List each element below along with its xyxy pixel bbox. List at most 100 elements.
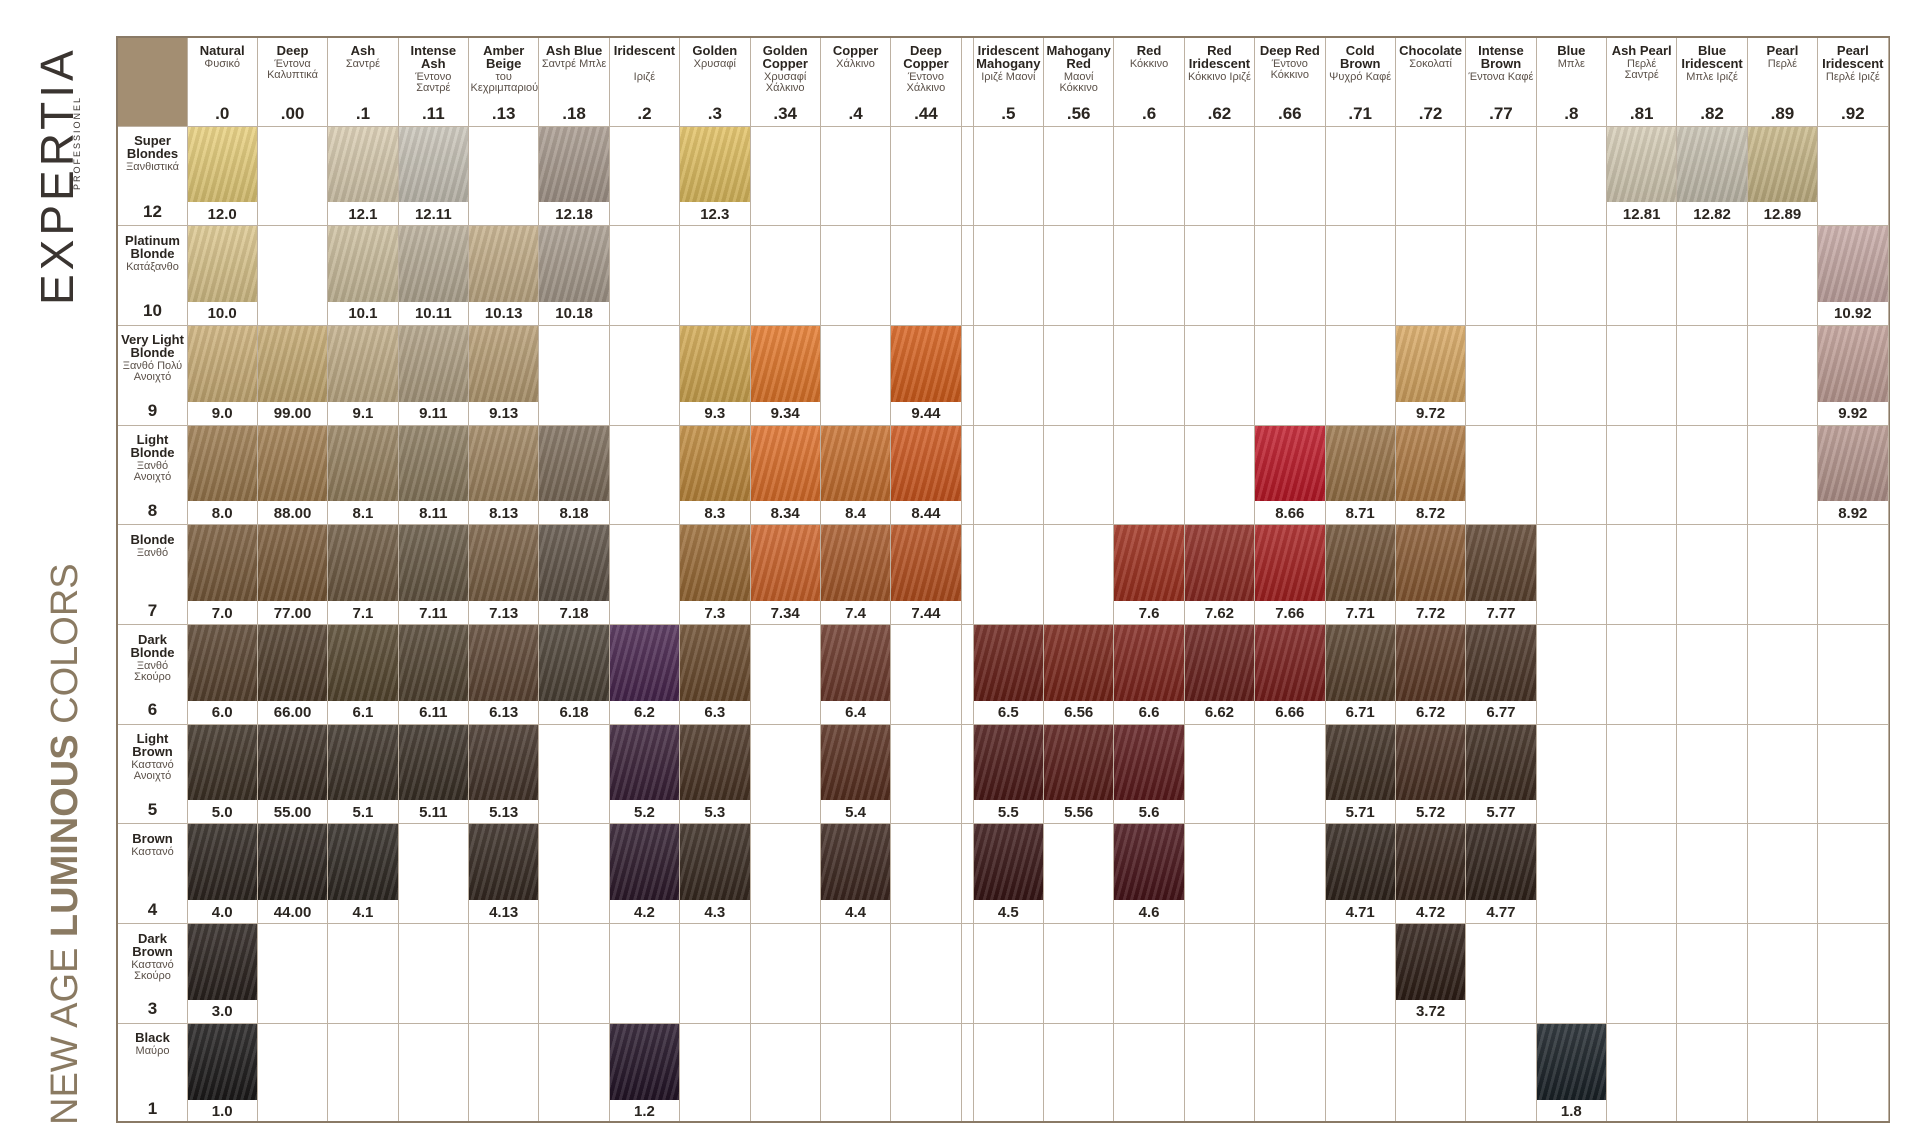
column-code: .1: [355, 104, 371, 123]
grid-line: [1324, 38, 1326, 1121]
shade-code: 10.0: [207, 305, 237, 323]
swatch: [469, 325, 539, 402]
brand-sub: PROFESSIONEL: [72, 95, 82, 190]
swatch: [1114, 724, 1184, 801]
shade-code: 77.00: [273, 604, 312, 622]
row-level: 9: [147, 401, 158, 421]
swatch: [1395, 924, 1466, 1000]
shade-code: 12.81: [1622, 205, 1661, 223]
column-name: Blue Iridescent: [1681, 43, 1743, 71]
shade-code: 12.18: [555, 205, 593, 223]
row-level: 3: [147, 999, 158, 1019]
row-name: Dark Blonde: [130, 631, 175, 660]
shade-code: 10.1: [348, 305, 378, 323]
grid-line: [118, 923, 1888, 925]
column-greek: Σαντρέ: [345, 58, 381, 70]
shade-code: 6.0: [211, 704, 233, 722]
column-greek: Χάλκινο: [836, 58, 875, 70]
swatch: [891, 325, 961, 402]
row-level: 7: [147, 600, 158, 620]
swatch: [1395, 425, 1466, 502]
column-code: .18: [562, 104, 586, 123]
grid-line: [186, 38, 188, 1121]
column-greek: Έντονα Καλυπτικά: [267, 58, 319, 81]
swatch: [187, 625, 257, 701]
row-greek: Μαύρο: [135, 1045, 170, 1058]
shade-code: 7.0: [211, 604, 233, 622]
shade-code: 12.11: [414, 205, 452, 223]
column-greek: Έντονο Κόκκινο: [1270, 58, 1309, 81]
shade-code: 5.13: [489, 803, 519, 821]
swatch: [1747, 126, 1818, 203]
shade-code: 9.92: [1838, 405, 1868, 423]
shade-code: 6.71: [1345, 704, 1375, 722]
row-name: Light Blonde: [130, 432, 175, 461]
column-name: Pearl: [1766, 43, 1799, 58]
shade-code: 6.77: [1486, 704, 1516, 722]
swatch: [680, 325, 750, 402]
swatch: [1466, 724, 1536, 801]
grid-line: [118, 125, 1888, 127]
grid-line: [397, 38, 399, 1121]
swatch: [820, 625, 891, 701]
swatch: [1255, 625, 1325, 701]
shade-code: 4.5: [997, 903, 1019, 921]
grid-line: [118, 1022, 1888, 1024]
swatch: [1818, 325, 1888, 402]
column-greek: Ψυχρό Καφέ: [1329, 71, 1392, 83]
grid-line: [1535, 38, 1537, 1121]
column-code: .82: [1700, 104, 1724, 123]
column-code: .89: [1770, 104, 1795, 123]
swatch: [328, 625, 398, 701]
shade-code: 4.77: [1486, 903, 1516, 921]
swatch: [1114, 525, 1184, 602]
shade-code: 12.3: [700, 205, 730, 223]
shade-code: 4.1: [352, 903, 374, 921]
column-greek: Κόκκινο: [1129, 58, 1169, 70]
shade-code: 4.6: [1138, 903, 1160, 921]
grid-line: [1465, 38, 1467, 1121]
column-code: .2: [637, 104, 652, 123]
column-name: Ash Pearl: [1611, 43, 1672, 58]
shade-code: 8.72: [1415, 504, 1446, 522]
column-greek: Ιριζέ Μαονί: [981, 71, 1036, 83]
shade-code: 6.1: [352, 704, 374, 722]
column-code: .72: [1418, 104, 1443, 123]
grid-line: [1394, 38, 1396, 1121]
swatch: [1044, 625, 1114, 701]
swatch: [1466, 824, 1536, 901]
row-greek: Καστανό Σκούρο: [131, 958, 174, 982]
column-greek: Έντονο Σαντρέ: [415, 71, 452, 94]
shade-code: 4.2: [634, 903, 655, 921]
swatch: [187, 126, 257, 203]
column-greek: Μπλε: [1557, 58, 1585, 70]
column-greek: Περλέ: [1767, 58, 1798, 70]
column-name: Amber Beige: [483, 43, 525, 71]
row-level: 12: [143, 201, 162, 221]
swatch: [257, 625, 328, 701]
grid-line: [749, 38, 751, 1121]
grid-line: [1254, 38, 1256, 1121]
shade-code: 7.3: [704, 604, 726, 622]
shade-code: 7.11: [419, 604, 448, 622]
swatch: [398, 625, 468, 701]
column-name: Iridescent Mahogany: [976, 43, 1041, 71]
swatch: [1044, 724, 1114, 801]
column-code: .8: [1564, 104, 1579, 123]
swatch: [257, 724, 328, 801]
swatch: [1325, 724, 1395, 801]
row-name: Light Brown: [132, 731, 173, 760]
column-greek: Περλέ Ιριζέ: [1825, 71, 1880, 83]
swatch: [469, 425, 539, 502]
shade-code: 8.11: [419, 504, 448, 522]
grid-line: [118, 424, 1888, 426]
swatch: [609, 625, 680, 701]
column-code: .44: [914, 104, 938, 123]
shade-code: 5.72: [1415, 803, 1446, 821]
tagline: NEW AGE LUMINOUS COLORS: [44, 563, 87, 1125]
shade-code: 55.00: [273, 803, 312, 821]
shade-code: 1.0: [211, 1103, 233, 1121]
shade-code: 9.34: [770, 405, 800, 423]
shade-code: 88.00: [273, 504, 312, 522]
row-level: 10: [143, 301, 162, 321]
